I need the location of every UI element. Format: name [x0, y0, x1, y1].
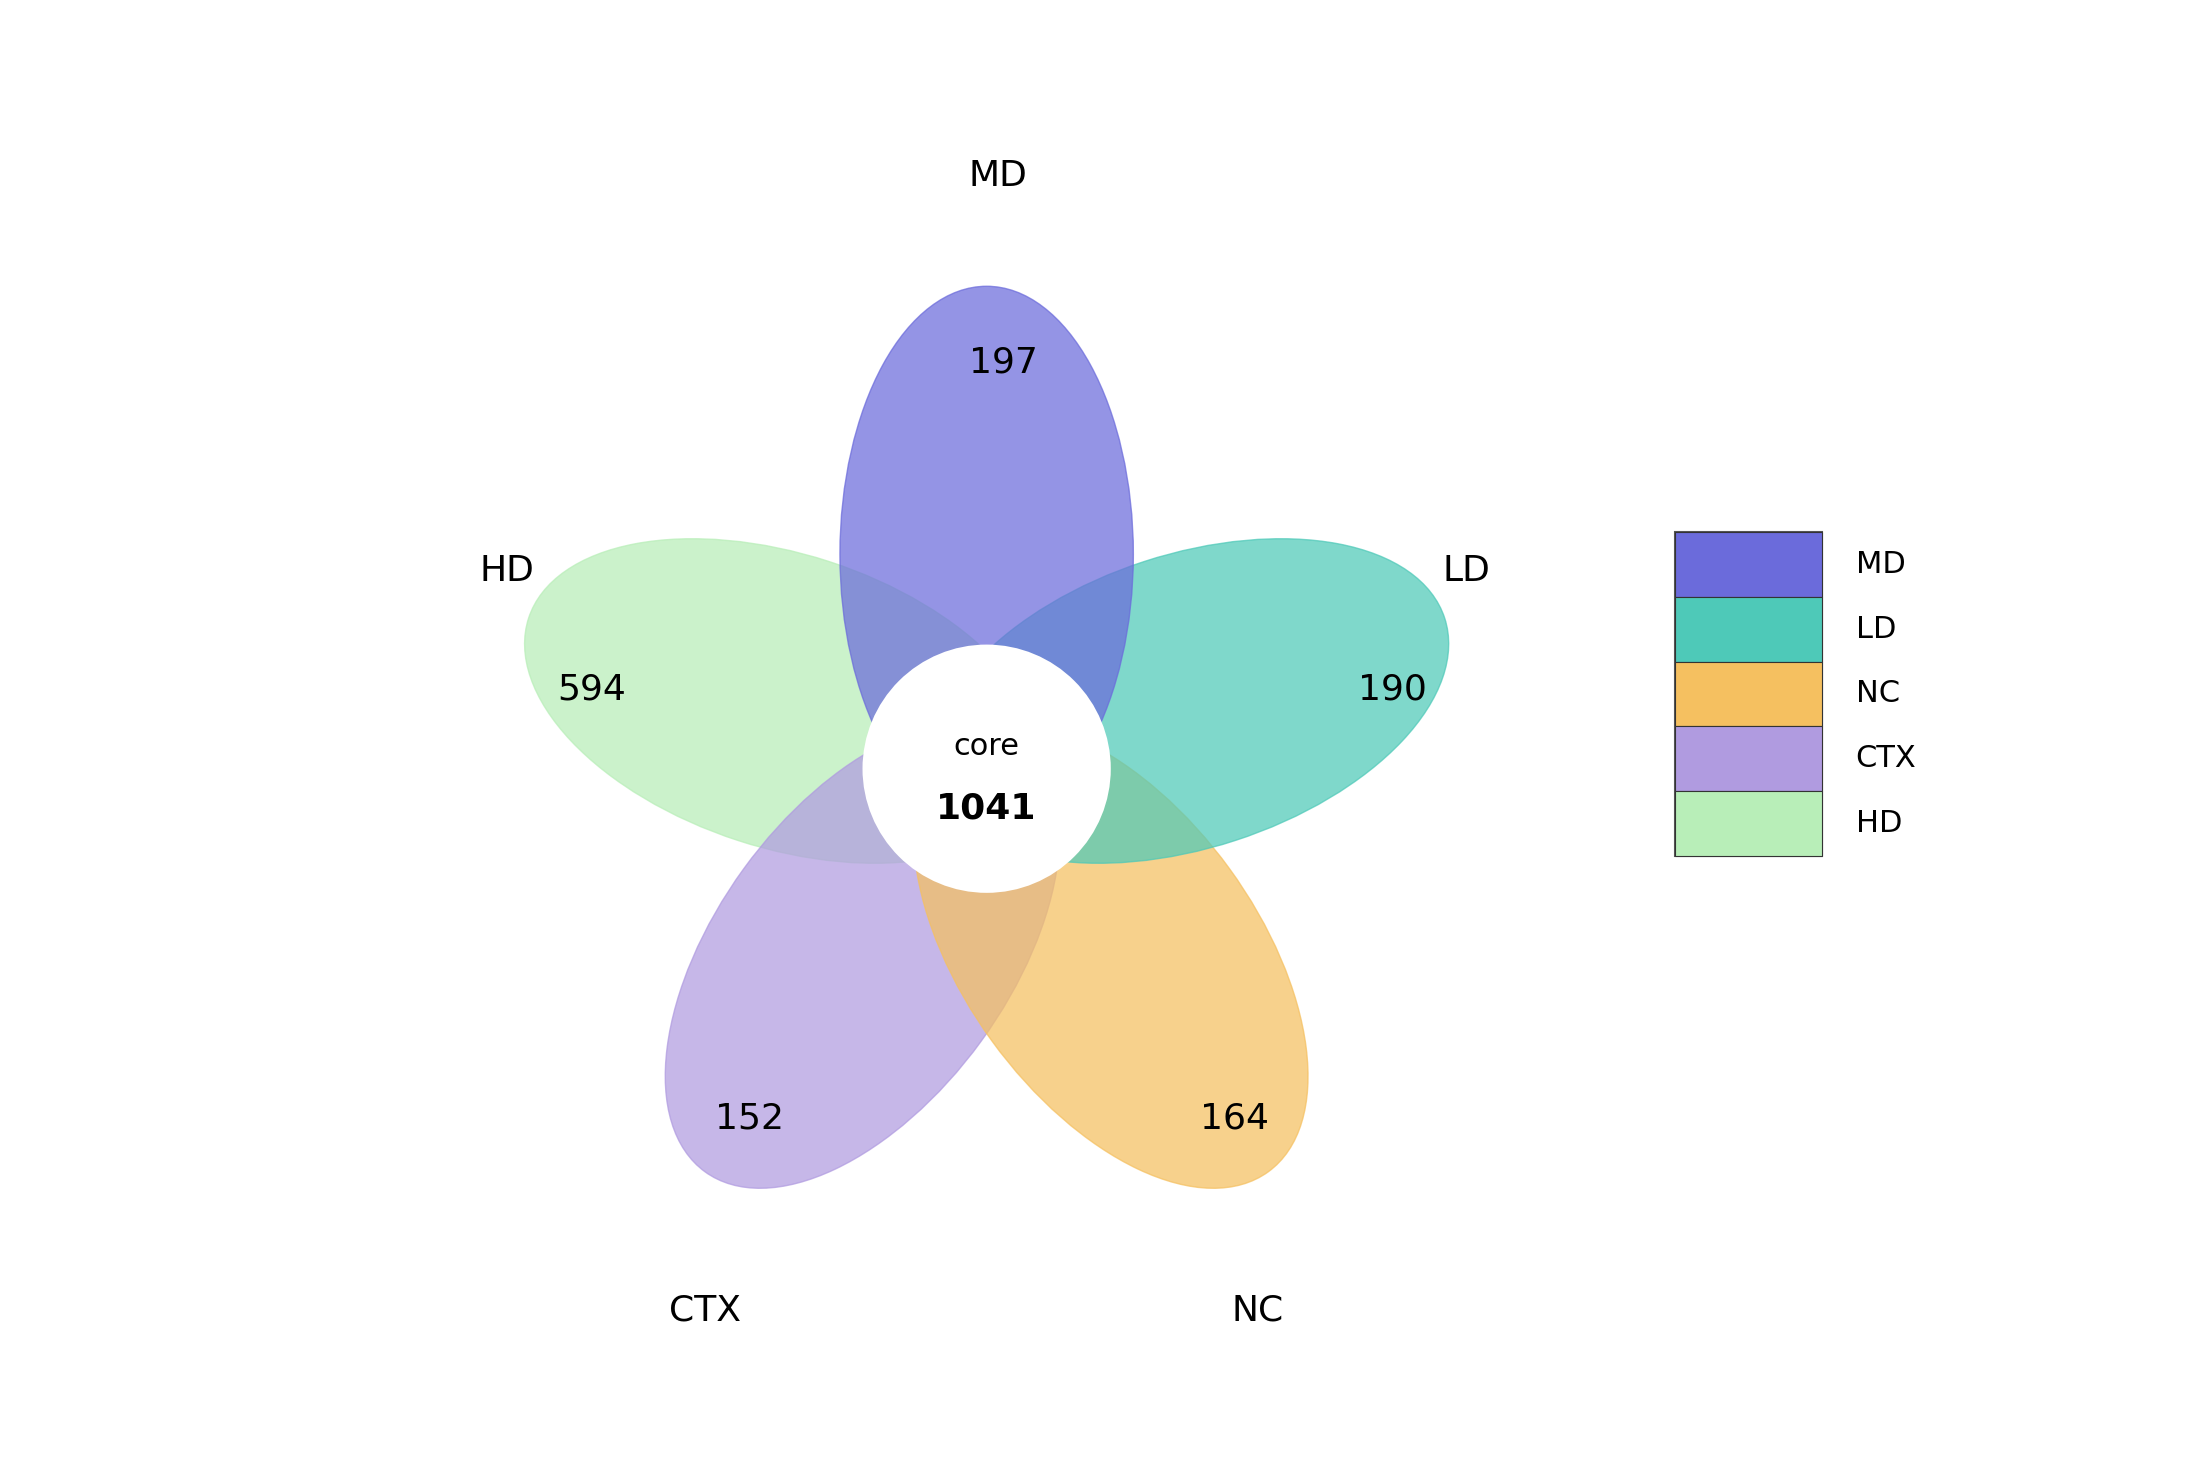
Bar [1676, 791, 1821, 856]
Text: HD: HD [1856, 809, 1902, 838]
Ellipse shape [930, 539, 1449, 863]
Text: HD: HD [479, 554, 534, 588]
Text: 1041: 1041 [937, 791, 1038, 825]
Text: 594: 594 [556, 672, 627, 706]
Ellipse shape [666, 721, 1060, 1188]
Bar [1676, 726, 1821, 791]
Text: 190: 190 [1359, 672, 1427, 706]
Bar [1676, 597, 1821, 662]
Text: LD: LD [1443, 554, 1491, 588]
Text: NC: NC [1231, 1293, 1284, 1327]
Text: 152: 152 [715, 1102, 785, 1136]
Text: NC: NC [1856, 680, 1900, 708]
Ellipse shape [913, 721, 1308, 1188]
Bar [1676, 532, 1821, 856]
Text: CTX: CTX [668, 1293, 741, 1327]
Text: MD: MD [968, 160, 1027, 193]
Bar [1676, 662, 1821, 726]
Ellipse shape [840, 286, 1132, 822]
Circle shape [862, 644, 1110, 893]
Ellipse shape [526, 539, 1042, 863]
Bar [1676, 532, 1821, 597]
Text: MD: MD [1856, 549, 1904, 579]
Text: 164: 164 [1201, 1102, 1269, 1136]
Text: CTX: CTX [1856, 745, 1915, 773]
Text: core: core [954, 732, 1020, 761]
Text: LD: LD [1856, 615, 1896, 644]
Text: 197: 197 [970, 345, 1038, 379]
